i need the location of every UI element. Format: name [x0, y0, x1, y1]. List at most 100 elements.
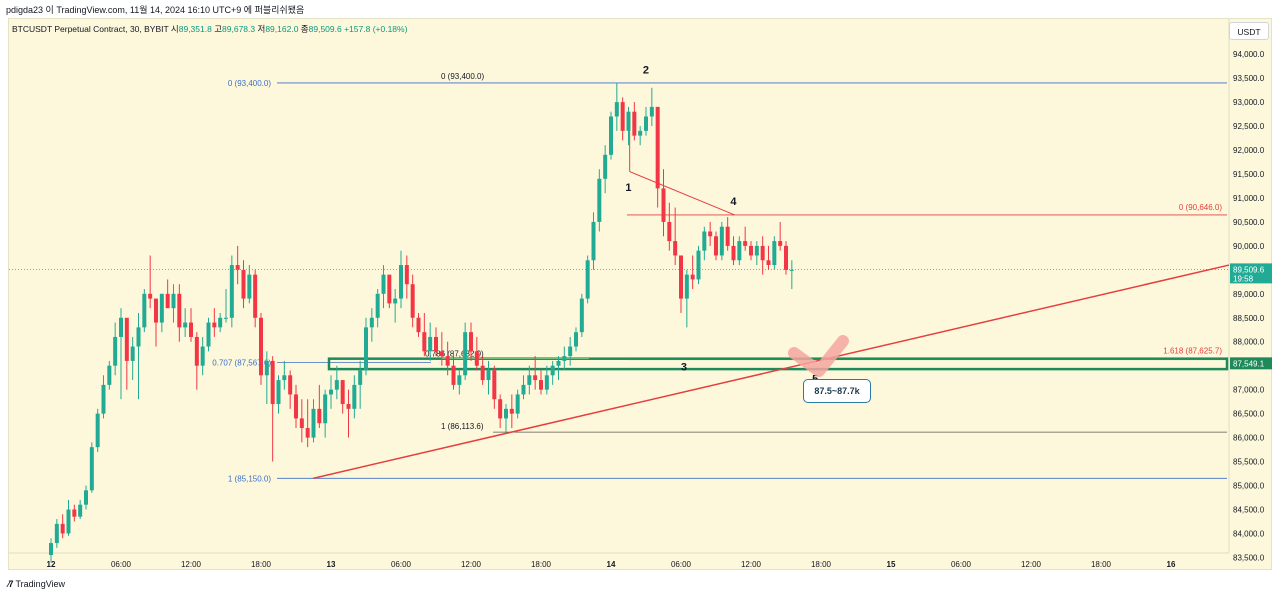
- candle-body: [678, 255, 683, 299]
- wave-label-2: 2: [643, 64, 649, 76]
- candle-body: [153, 298, 158, 323]
- x-tick-label: 14: [607, 560, 616, 569]
- candle-body: [760, 245, 765, 261]
- wave-connector-line: [629, 171, 735, 216]
- candle-body: [113, 336, 118, 366]
- candle-body: [317, 408, 322, 424]
- candle-body: [288, 375, 293, 395]
- candle-body: [486, 370, 491, 381]
- candle-body: [550, 365, 555, 376]
- x-tick-label: 06:00: [111, 560, 132, 569]
- publish-caption: pdigda23 이 TradingView.com, 11월 14, 2024…: [6, 5, 305, 15]
- support-price-tag: 87,549.1: [1233, 359, 1265, 368]
- y-tick-label: 87,000.0: [1233, 386, 1265, 395]
- fib-right-label-0: 0 (90,646.0): [1179, 203, 1222, 212]
- candle-body: [410, 284, 415, 318]
- candle-body: [591, 221, 596, 261]
- tradingview-logo[interactable]: ⁄7 TradingView: [8, 579, 65, 589]
- candle-body: [381, 274, 386, 294]
- candle-body: [649, 106, 654, 117]
- fib-left-label-0: 0 (93,400.0): [228, 79, 271, 88]
- candle-body: [521, 384, 526, 395]
- candle-body: [206, 322, 211, 347]
- fib-mid-label-0: 0 (93,400.0): [441, 72, 484, 81]
- x-tick-label: 12:00: [181, 560, 202, 569]
- candle-body: [247, 274, 252, 299]
- y-tick-label: 90,500.0: [1233, 218, 1265, 227]
- fib-right-label-1618: 1.618 (87,625.7): [1163, 347, 1222, 356]
- candle-body: [95, 413, 100, 448]
- candle-body: [533, 375, 538, 381]
- candle-body: [673, 241, 678, 256]
- candle-body: [783, 245, 788, 270]
- candle-body: [766, 260, 771, 266]
- x-tick-label: 06:00: [391, 560, 412, 569]
- candle-body: [498, 399, 503, 419]
- candle-body: [369, 317, 374, 328]
- candle-body: [276, 380, 281, 405]
- candle-body: [422, 332, 427, 352]
- candle-body: [573, 332, 578, 347]
- candle-body: [171, 293, 176, 309]
- y-tick-label: 84,500.0: [1233, 505, 1265, 514]
- y-tick-label: 83,500.0: [1233, 553, 1265, 562]
- candle-body: [393, 298, 398, 304]
- candle-body: [463, 332, 468, 376]
- candle-body: [620, 102, 625, 131]
- y-tick-label: 84,000.0: [1233, 529, 1265, 538]
- candle-body: [719, 226, 724, 256]
- candle-body: [200, 346, 205, 366]
- y-tick-label: 86,000.0: [1233, 434, 1265, 443]
- candle-body: [661, 188, 666, 222]
- candle-body: [509, 408, 514, 414]
- candle-body: [614, 102, 619, 117]
- candle-body: [731, 245, 736, 261]
- candle-body: [241, 269, 246, 299]
- symbol-name: BTCUSDT Perpetual Contract, 30, BYBIT: [12, 24, 169, 34]
- y-tick-label: 92,000.0: [1233, 146, 1265, 155]
- candle-body: [696, 250, 701, 280]
- candle-body: [684, 274, 689, 299]
- low-value: 89,162.0: [265, 24, 299, 34]
- tradingview-logo-icon: ⁄7: [8, 579, 13, 589]
- candle-body: [130, 346, 135, 361]
- candle-body: [743, 241, 748, 246]
- candle-body: [468, 332, 473, 352]
- candle-body: [49, 543, 53, 556]
- symbol-legend: BTCUSDT Perpetual Contract, 30, BYBIT 시8…: [12, 23, 407, 35]
- candle-body: [398, 265, 403, 299]
- y-tick-label: 85,000.0: [1233, 482, 1265, 491]
- candle-body: [708, 231, 713, 237]
- target-callout: 87.5~87.7k: [803, 379, 871, 403]
- candle-body: [299, 418, 304, 429]
- chart-frame[interactable]: 83,500.0 84,000.0 84,500.0 85,000.0 85,500.0…: [8, 18, 1272, 570]
- candle-body: [643, 116, 648, 131]
- candle-body: [568, 346, 573, 357]
- open-value: 89,351.8: [178, 24, 212, 34]
- currency-button[interactable]: USDT: [1229, 22, 1269, 40]
- y-tick-label: 92,500.0: [1233, 122, 1265, 131]
- candle-body: [363, 327, 368, 371]
- y-tick-label: 91,000.0: [1233, 194, 1265, 203]
- candle-body: [334, 380, 339, 390]
- candle-body: [457, 375, 462, 385]
- y-tick-label: 88,000.0: [1233, 338, 1265, 347]
- candle-body: [603, 154, 608, 179]
- candle-body: [562, 356, 567, 361]
- candle-body: [445, 356, 450, 366]
- candle-body: [404, 265, 409, 285]
- candle-body: [235, 265, 240, 270]
- candle-body: [194, 336, 199, 366]
- candle-body: [702, 231, 707, 251]
- fib-mid-label-1: 1 (86,113.6): [441, 422, 484, 431]
- candle-body: [264, 360, 269, 376]
- candle-body: [655, 106, 660, 189]
- x-tick-label: 06:00: [671, 560, 692, 569]
- close-label: 종: [300, 24, 309, 34]
- candle-body: [118, 317, 123, 337]
- candlestick-chart[interactable]: 83,500.0 84,000.0 84,500.0 85,000.0 85,500.0…: [9, 19, 1273, 571]
- candle-body: [439, 351, 444, 357]
- candle-body: [107, 365, 112, 385]
- y-tick-label: 88,500.0: [1233, 314, 1265, 323]
- candle-body: [387, 274, 392, 304]
